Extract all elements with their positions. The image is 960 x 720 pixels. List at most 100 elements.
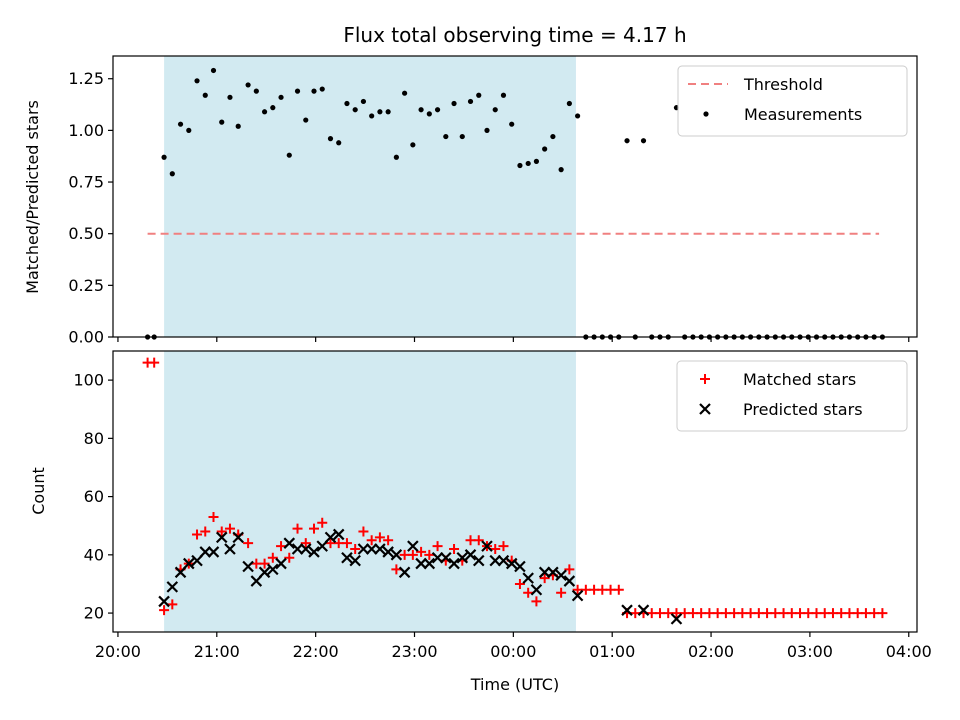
predicted-stars-point [423,557,436,570]
measurements-point [245,82,251,88]
measurements-point [177,121,184,127]
top-panel: 0.00 0.25 0.50 0.75 1.00 1.25 Matched/Predict… [23,55,918,347]
matched-stars-point [317,517,328,528]
matched-stars-point [341,538,352,549]
bottom-shaded-region-group [164,351,576,632]
top-plot-frame [112,55,918,338]
measurements-point [509,121,515,127]
measurements-legend-swatch [703,111,709,117]
x-tick-label: 02:00 [688,642,734,661]
measurements-point [210,67,217,74]
x-tick-label: 22:00 [293,642,339,661]
predicted-stars-point [215,531,228,544]
matched-stars-point [284,552,295,563]
top-shaded-region [164,56,576,337]
predicted-stars-point [374,543,386,555]
top-points-group [144,67,886,340]
chart-title: Flux total observing time = 4.17 h [343,23,686,47]
bottom-points-group [142,357,888,625]
bottom-y-tick-label: 100 [73,371,104,390]
top-y-tick-label: 0.00 [68,328,104,347]
top-legend-box [677,65,908,137]
bottom-panel: 20 40 60 80 100 20:00 21:00 22:00 23:00 00:00 01:0… [29,350,932,694]
bottom-legend: Matched stars Predicted stars [676,360,908,432]
top-y-tick-label: 1.25 [68,69,104,88]
x-tick-label: 20:00 [95,642,141,661]
predicted-stars-point [183,557,195,570]
x-tick-label: 21:00 [194,642,240,661]
matched-stars-point [407,549,418,560]
matched-stars-point [243,538,254,549]
predicted-stars-point [382,546,394,558]
matched-stars-point [877,608,888,619]
predicted-stars-point [440,551,452,564]
measurements-point [194,78,200,84]
measurements-point [517,162,523,169]
matched-stars-point [309,523,319,534]
measurements-point [294,88,301,94]
measurements-point [303,117,309,123]
top-y-tick-label: 0.75 [68,173,104,192]
predicted-stars-legend-swatch [699,403,711,415]
predicted-stars-point [522,572,534,584]
matched-stars-point [449,544,460,555]
predicted-stars-point [349,554,361,567]
predicted-stars-point [357,543,370,555]
threshold-legend-label: Threshold [743,75,823,94]
measurements-point [385,109,391,115]
measurements-point [352,107,358,113]
matched-stars-point [416,546,427,557]
top-legend: Threshold Measurements [677,65,908,137]
predicted-stars-legend-label: Predicted stars [743,400,863,419]
top-y-tick-label: 0.25 [68,276,104,295]
measurements-point [476,92,482,98]
predicted-stars-point [415,557,427,570]
measurements-point [467,98,474,105]
measurements-point [227,94,233,100]
matched-stars-point [424,549,435,560]
predicted-stars-point [174,566,187,579]
matched-stars-point [523,587,534,598]
predicted-stars-point [514,560,526,573]
predicted-stars-point [316,540,329,552]
x-tick-label: 23:00 [391,642,437,661]
matched-stars-point [432,541,443,552]
measurements-point [270,105,276,111]
measurements-point [377,109,383,115]
bottom-y-axis-label: Count [29,467,48,515]
matched-stars-point [259,558,270,569]
matched-stars-point [350,544,361,555]
measurements-point [186,127,192,133]
matched-stars-point [267,552,278,563]
matched-stars-point [292,523,303,534]
matched-stars-point [383,535,394,546]
predicted-stars-point [670,613,683,625]
bottom-y-tick-label: 80 [84,429,104,448]
measurements-point [360,98,367,105]
measurements-point [319,86,325,92]
predicted-stars-point [308,546,320,558]
measurements-point [402,90,408,96]
matched-stars-legend-label: Matched stars [743,370,856,389]
matched-stars-point [358,526,369,537]
measurements-point [451,100,457,107]
measurements-point [369,113,375,119]
matched-stars-point [366,535,377,546]
measurements-point [235,123,241,129]
measurements-point [640,138,647,144]
matched-stars-point [539,573,550,584]
predicted-stars-point [497,554,510,567]
measurements-point [459,133,465,140]
bottom-ticks-group: 20 40 60 80 100 20:00 21:00 22:00 23:00 00:00 01:0… [73,371,931,661]
bottom-y-tick-label: 20 [84,604,104,623]
predicted-stars-point [250,575,263,587]
matched-stars-point [498,541,509,552]
matched-stars-point [490,544,501,555]
bottom-shaded-region [164,351,576,632]
predicted-stars-point [267,563,279,576]
predicted-stars-point [555,569,567,581]
measurements-point [327,136,334,142]
predicted-stars-point [283,537,296,549]
matched-stars-point [159,605,170,616]
measurements-point [484,127,490,133]
